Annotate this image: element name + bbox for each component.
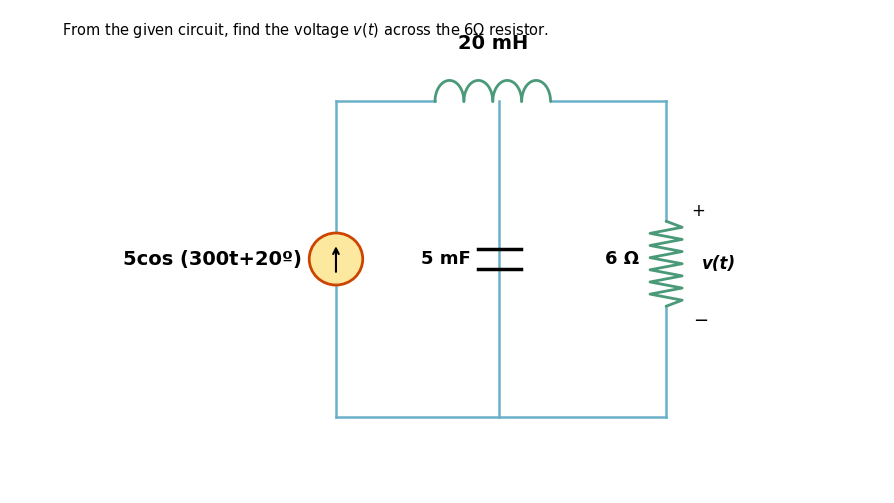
Text: v(t): v(t) (701, 255, 735, 273)
Text: 20 mH: 20 mH (457, 34, 527, 53)
Text: 6 Ω: 6 Ω (604, 249, 638, 268)
Ellipse shape (308, 233, 362, 285)
Text: 5 mF: 5 mF (420, 250, 470, 268)
Text: 5cos (300t+20º): 5cos (300t+20º) (123, 249, 302, 269)
Text: +: + (690, 202, 704, 220)
Text: From the given circuit, find the voltage $v(t)$ across the 6Ω resistor.: From the given circuit, find the voltage… (62, 22, 548, 40)
Text: −: − (692, 312, 707, 330)
